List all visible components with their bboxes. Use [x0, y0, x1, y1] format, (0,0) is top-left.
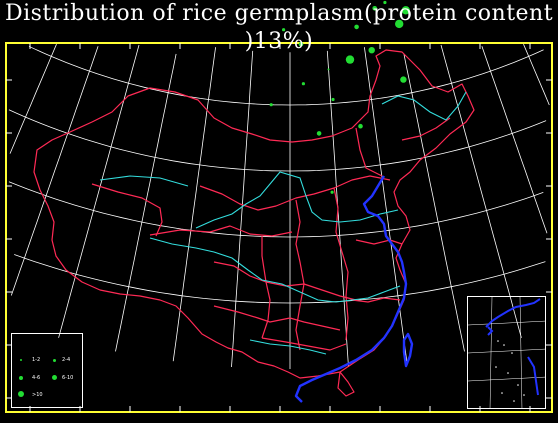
map-frame — [5, 42, 553, 413]
legend-marker-1 — [20, 359, 22, 361]
site-marker — [358, 123, 363, 129]
province-border-1 — [149, 225, 293, 237]
inset-coastline — [485, 298, 541, 396]
province-border-7 — [333, 187, 349, 341]
province-border-8 — [355, 239, 403, 245]
site-marker — [400, 76, 407, 83]
yangtze-river — [149, 237, 401, 303]
site-marker — [401, 6, 410, 15]
tarim-river — [99, 175, 189, 187]
meridian-line — [10, 46, 99, 296]
meridian-line — [9, 44, 57, 154]
legend-label-3: 4-6 — [32, 375, 41, 381]
coastline — [294, 175, 414, 403]
meridian-line — [440, 44, 522, 338]
heilong-river — [381, 91, 467, 121]
meridian-line — [403, 53, 465, 352]
meridian-line — [481, 46, 548, 234]
inset-grid — [468, 297, 545, 408]
taiwan-island — [402, 332, 414, 368]
site-marker — [301, 82, 305, 86]
province-border-14 — [337, 371, 355, 397]
meridian-line — [172, 47, 216, 362]
province-border-12 — [401, 117, 451, 141]
meridian-line — [115, 53, 177, 352]
site-marker — [330, 190, 334, 194]
province-borders — [33, 49, 475, 397]
germplasm-sites — [269, 0, 410, 194]
legend-label-1: 1-2 — [32, 357, 41, 363]
site-marker — [316, 131, 322, 136]
legend-marker-2 — [53, 359, 56, 362]
pearl-river — [249, 339, 327, 355]
province-border-13 — [261, 337, 347, 351]
meridian-line — [523, 44, 550, 106]
rivers — [99, 91, 467, 355]
site-marker — [269, 103, 273, 107]
site-marker — [345, 55, 355, 64]
site-marker — [395, 19, 404, 29]
province-border-9 — [351, 297, 401, 303]
legend-label-4: 6-10 — [62, 375, 74, 381]
site-marker — [282, 28, 286, 32]
legend-marker-4 — [52, 375, 57, 380]
legend-marker-3 — [19, 376, 23, 380]
province-border-2 — [91, 183, 163, 237]
national-border — [33, 49, 475, 379]
south-china-sea-inset — [467, 296, 546, 409]
site-marker — [368, 47, 375, 54]
legend-label-5: >10 — [32, 392, 43, 398]
site-marker — [327, 68, 330, 71]
map-title: Distribution of rice germplasm(protein c… — [4, 1, 554, 54]
meridian-line — [231, 50, 254, 368]
site-marker — [298, 41, 304, 47]
inset-islands — [495, 340, 525, 402]
legend-label-2: 2-4 — [62, 357, 71, 363]
legend-box: 1-2 2-4 4-6 6-10 >10 — [11, 333, 83, 408]
parallel-line — [14, 254, 546, 304]
yellow-river — [195, 171, 399, 229]
parallel-line — [8, 109, 547, 172]
province-border-5 — [261, 236, 271, 339]
province-border-3 — [199, 175, 391, 211]
meridian-line — [58, 44, 140, 338]
inset-map — [468, 297, 545, 408]
site-marker — [354, 24, 359, 30]
site-marker — [372, 6, 378, 11]
legend-marker-5 — [18, 391, 24, 397]
province-border-10 — [213, 305, 341, 331]
site-marker — [383, 0, 387, 5]
province-border-11 — [355, 127, 383, 177]
parallel-line — [28, 45, 544, 106]
parallel-line — [8, 181, 544, 238]
coastline-main — [294, 175, 408, 403]
site-marker — [331, 97, 335, 102]
province-border-4 — [213, 261, 357, 301]
frame-ticks — [6, 43, 552, 412]
province-border-6 — [295, 199, 305, 351]
